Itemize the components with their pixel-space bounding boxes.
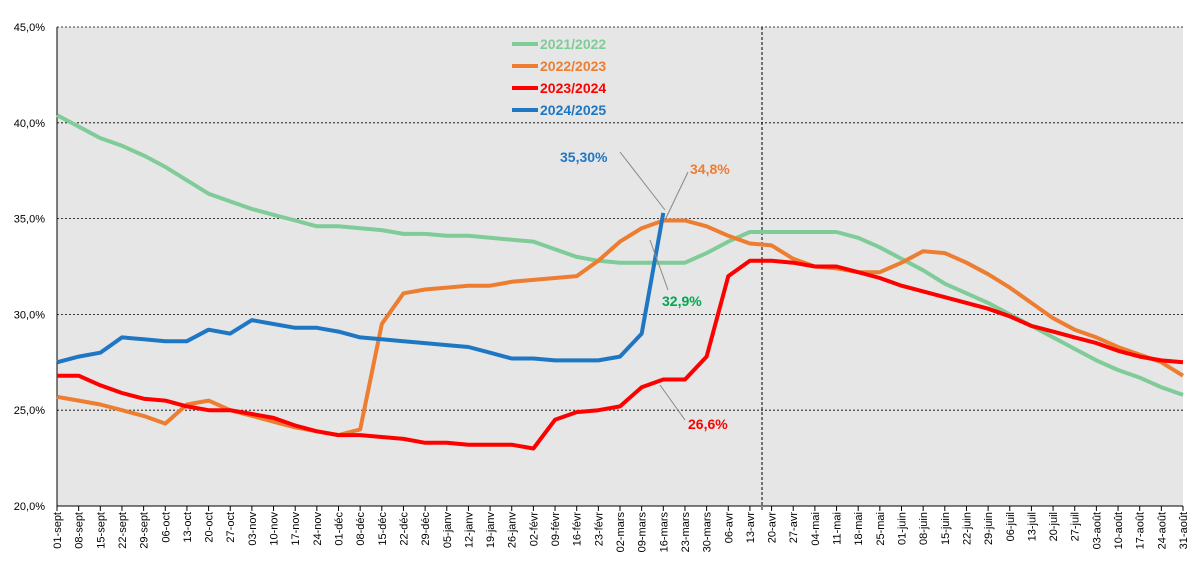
annotation: 32,9% (662, 293, 702, 309)
plot-area (57, 27, 1183, 506)
y-tick-label: 20,0% (14, 501, 45, 513)
x-tick-label: 11-mai (832, 512, 844, 545)
x-tick-label: 29-déc (420, 512, 432, 546)
x-tick-label: 08-sept (74, 512, 86, 549)
x-tick-label: 02-mars (615, 512, 627, 553)
x-tick-label: 29-sept (139, 512, 151, 549)
x-tick-label: 08-déc (355, 512, 367, 546)
x-tick-label: 09-févr (550, 512, 562, 547)
x-tick-label: 04-mai (810, 512, 822, 546)
x-tick-label: 03-août (1091, 512, 1103, 549)
x-tick-label: 01-juin (897, 512, 909, 545)
x-tick-label: 15-sept (95, 512, 107, 549)
x-tick-label: 31-août (1178, 512, 1190, 549)
x-tick-label: 24-août (1156, 512, 1168, 549)
y-tick-label: 25,0% (14, 405, 45, 417)
x-tick-label: 27-juil (1070, 512, 1082, 541)
x-tick-label: 01-déc (334, 512, 346, 546)
x-tick-label: 15-juin (940, 512, 952, 545)
series-line (56, 212, 666, 365)
x-tick-label: 23-févr (593, 512, 605, 547)
x-tick-label: 16-févr (572, 512, 584, 547)
x-tick-label: 17-nov (290, 512, 302, 546)
x-tick-label: 22-sept (117, 512, 129, 549)
legend-label: 2024/2025 (540, 102, 606, 118)
annotation-leader (664, 171, 689, 221)
x-tick-label: 30-mars (702, 512, 714, 553)
x-tick-label: 20-juil (1048, 512, 1060, 541)
x-tick-label: 22-déc (398, 512, 410, 546)
x-tick-label: 06-oct (160, 512, 172, 543)
x-tick-label: 01-sept (52, 512, 64, 549)
x-tick-label: 13-juil (1026, 512, 1038, 541)
x-tick-label: 13-oct (182, 512, 194, 543)
x-tick-label: 10-août (1113, 512, 1125, 549)
x-tick-label: 18-mai (853, 512, 865, 546)
x-tick-label: 16-mars (658, 512, 670, 553)
legend-label: 2022/2023 (540, 58, 606, 74)
annotation-leader (649, 239, 669, 291)
annotation-leader (659, 384, 686, 421)
x-tick-label: 15-déc (377, 512, 389, 546)
x-tick-label: 27-oct (225, 512, 237, 543)
x-tick-label: 08-juin (918, 512, 930, 545)
legend-label: 2021/2022 (540, 36, 606, 52)
annotation: 35,30% (560, 149, 608, 165)
annotation: 26,6% (688, 416, 728, 432)
x-tick-label: 20-avr (767, 512, 779, 544)
series-line (57, 258, 1184, 451)
series-line (56, 113, 1184, 397)
x-tick-label: 17-août (1135, 512, 1147, 549)
legend-label: 2023/2024 (540, 80, 606, 96)
x-tick-label: 26-janv (507, 512, 519, 549)
y-tick-label: 40,0% (14, 118, 45, 130)
x-tick-label: 29-juin (983, 512, 995, 545)
x-tick-label: 12-janv (463, 512, 475, 549)
annotation-leader (619, 151, 666, 211)
x-tick-label: 03-nov (247, 512, 259, 546)
x-tick-label: 06-juil (1005, 512, 1017, 541)
x-tick-label: 24-nov (312, 512, 324, 546)
x-tick-label: 09-mars (637, 512, 649, 553)
x-tick-label: 27-avr (788, 512, 800, 544)
y-tick-label: 30,0% (14, 309, 45, 321)
x-tick-label: 19-janv (485, 512, 497, 549)
x-tick-label: 05-janv (442, 512, 454, 549)
y-tick-label: 45,0% (14, 22, 45, 34)
x-tick-label: 22-juin (961, 512, 973, 545)
x-tick-label: 10-nov (269, 512, 281, 546)
x-tick-label: 06-avr (723, 512, 735, 544)
x-tick-label: 13-avr (745, 512, 757, 544)
annotation: 34,8% (690, 161, 730, 177)
x-tick-label: 25-mai (875, 512, 887, 546)
x-tick-label: 23-mars (680, 512, 692, 553)
x-tick-label: 02-févr (528, 512, 540, 547)
y-tick-label: 35,0% (14, 214, 45, 226)
x-tick-label: 20-oct (204, 512, 216, 543)
